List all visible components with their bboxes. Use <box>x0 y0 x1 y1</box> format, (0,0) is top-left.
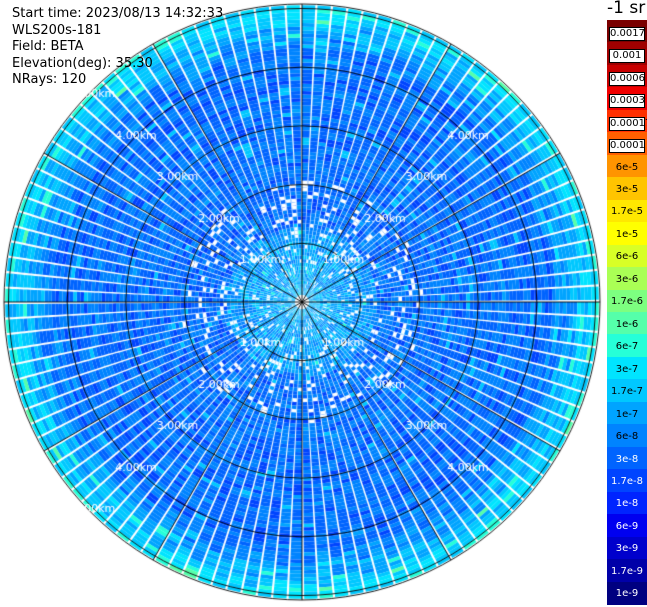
colorbar-label: 6e-5 <box>615 161 639 173</box>
colorbar-label: 0.0001 <box>609 139 645 154</box>
colorbar-label: 1.7e-5 <box>610 206 644 218</box>
colorbar-swatch <box>607 199 647 223</box>
nrays: NRays: 120 <box>12 72 87 87</box>
colorbar-swatch <box>607 559 647 583</box>
colorbar-label: 3e-5 <box>615 183 639 195</box>
colorbar-label: 1e-5 <box>615 228 639 240</box>
colorbar-swatch <box>607 536 647 560</box>
colorbar-label: 3e-6 <box>615 273 639 285</box>
colorbar-label: 6e-9 <box>615 520 639 532</box>
colorbar-swatch <box>607 491 647 515</box>
colorbar-swatch <box>607 244 647 268</box>
colorbar-label: 1.7e-8 <box>610 475 644 487</box>
elevation: Elevation(deg): 35.30 <box>12 55 153 71</box>
colorbar-label: 3e-9 <box>615 543 639 555</box>
colorbar-swatch <box>607 379 647 403</box>
colorbar-label: 1e-7 <box>615 408 639 420</box>
colorbar-label: 0.0006 <box>609 71 645 86</box>
colorbar-label: 1e-9 <box>615 588 639 600</box>
colorbar-label: 0.0003 <box>609 94 645 109</box>
colorbar-label: 0.001 <box>609 49 645 64</box>
site-name: WLS200s-181 <box>12 22 102 38</box>
colorbar-swatch <box>607 401 647 425</box>
colorbar-swatch <box>607 581 647 605</box>
field-name: Field: BETA <box>12 39 84 54</box>
colorbar-swatch <box>607 514 647 538</box>
colorbar-swatch <box>607 469 647 493</box>
colorbar-label: 6e-6 <box>615 251 639 263</box>
colorbar-swatch <box>607 446 647 470</box>
scan-info: Start time: 2023/08/13 14:32:33 WLS200s-… <box>12 6 223 89</box>
start-time: Start time: 2023/08/13 14:32:33 <box>12 6 224 21</box>
colorbar-label: 1.7e-9 <box>610 565 644 577</box>
colorbar-unit: -1 sr <box>607 0 646 18</box>
colorbar-label: 3e-8 <box>615 453 639 465</box>
colorbar-swatch <box>607 222 647 246</box>
colorbar-swatch <box>607 356 647 380</box>
colorbar-swatch <box>607 424 647 448</box>
colorbar-label: 1.7e-6 <box>610 296 644 308</box>
colorbar: 0.0017 0.001 0.0006 0.0003 0.00017 0.0001 6e-5… <box>607 20 647 605</box>
colorbar-label: 6e-7 <box>615 341 639 353</box>
colorbar-label: 6e-8 <box>615 431 639 443</box>
colorbar-swatch <box>607 267 647 291</box>
colorbar-swatch <box>607 334 647 358</box>
colorbar-label: 1e-6 <box>615 318 639 330</box>
colorbar-swatch <box>607 312 647 336</box>
colorbar-label: 0.0017 <box>609 26 645 41</box>
colorbar-label: 3e-7 <box>615 363 639 375</box>
colorbar-swatch <box>607 177 647 201</box>
colorbar-label: 0.00017 <box>609 116 647 131</box>
colorbar-label: 1e-8 <box>615 498 639 510</box>
colorbar-swatch <box>607 154 647 178</box>
colorbar-label: 1.7e-7 <box>610 386 644 398</box>
colorbar-swatch <box>607 289 647 313</box>
